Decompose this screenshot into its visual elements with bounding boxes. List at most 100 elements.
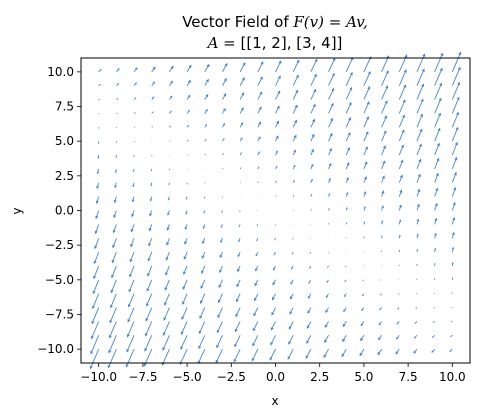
vector-arrow-shaft [310, 151, 313, 156]
vector-arrow [149, 210, 153, 217]
vector-arrow-head [395, 351, 399, 355]
vector-arrow-shaft [131, 224, 135, 230]
vector-arrow-head [400, 144, 404, 148]
vector-arrow-shaft [132, 182, 135, 186]
vector-arrow-head [275, 165, 278, 168]
vector-arrow-shaft [222, 139, 224, 142]
vector-arrow [93, 265, 100, 280]
vector-arrow-shaft [116, 98, 118, 100]
vector-arrow-head [183, 256, 187, 260]
vector-arrow-shaft [185, 224, 188, 228]
vector-arrow [398, 54, 408, 73]
vector-arrow [239, 210, 241, 213]
vector-arrow [381, 205, 384, 211]
vector-arrow-shaft [363, 148, 367, 156]
vector-arrow [125, 348, 135, 368]
vector-arrow [363, 101, 370, 114]
vector-arrow [220, 224, 223, 229]
vector-arrow-head [402, 114, 405, 118]
vector-arrow-shaft [275, 77, 280, 86]
vector-arrow-shaft [397, 321, 400, 324]
vector-arrow-head [188, 64, 192, 69]
vector-arrow-head [128, 303, 131, 308]
vector-arrow-shaft [127, 335, 135, 350]
vector-arrow-shaft [432, 348, 435, 352]
vector-arrow-head [252, 327, 256, 332]
vector-arrow-shaft [116, 69, 119, 73]
vector-arrow [222, 107, 226, 114]
vector-arrow-head [309, 267, 311, 269]
vector-arrow [310, 163, 314, 170]
vector-arrow-head [433, 292, 435, 294]
vector-arrow-shaft [238, 265, 241, 270]
vector-arrow [94, 238, 100, 250]
vector-arrow [186, 79, 191, 86]
vector-arrow-head [398, 234, 401, 237]
vector-arrow [181, 307, 188, 320]
vector-arrow [147, 251, 153, 262]
vector-arrow-shaft [272, 307, 276, 313]
vector-arrow-shaft [398, 177, 402, 183]
vector-arrow [397, 293, 400, 295]
vector-arrow [398, 84, 407, 100]
vector-arrow-head [112, 244, 116, 249]
vector-arrow-shaft [97, 182, 100, 187]
vector-arrow [308, 279, 312, 284]
vector-arrow [199, 307, 206, 320]
vector-arrow [288, 335, 294, 345]
vector-arrow-shaft [275, 93, 280, 100]
vector-arrow-shaft [434, 115, 440, 128]
vector-arrow [379, 307, 382, 311]
vector-arrow-head [293, 134, 297, 139]
vector-arrow-shaft [130, 251, 135, 260]
vector-arrow [215, 348, 223, 364]
vector-arrow [363, 131, 369, 142]
vector-arrow-head [416, 233, 419, 236]
vector-arrow-head [127, 318, 131, 323]
vector-arrow [186, 109, 190, 114]
vector-arrow-head [134, 127, 136, 128]
vector-arrow [342, 321, 347, 328]
vector-arrow [269, 348, 276, 361]
vector-arrow [343, 293, 347, 298]
vector-arrow-head [169, 110, 172, 113]
vector-arrow-head [235, 313, 239, 318]
vector-arrow-head [92, 305, 96, 310]
vector-arrow-head [363, 176, 367, 180]
vector-arrow-head [434, 202, 438, 207]
vector-arrow [416, 98, 424, 114]
vector-arrow [450, 320, 453, 323]
vector-arrow-shaft [381, 207, 383, 211]
vector-arrow-shaft [165, 293, 170, 304]
vector-arrow [398, 159, 404, 170]
vector-arrow [96, 182, 100, 190]
vector-arrow [204, 108, 208, 114]
vector-arrow-shaft [289, 335, 294, 343]
vector-arrow-head [416, 218, 420, 222]
vector-arrow-shaft [181, 321, 188, 333]
vector-arrow-head [381, 175, 385, 179]
vector-arrow-head [416, 248, 419, 251]
vector-arrow-head [346, 176, 349, 181]
vector-arrow-head [274, 239, 276, 241]
vector-arrow-shaft [381, 163, 385, 170]
vector-arrow-shaft [222, 124, 225, 128]
vector-arrow-shaft [98, 69, 101, 73]
vector-arrow-shaft [416, 161, 421, 170]
vector-arrow-head [273, 267, 276, 271]
vector-arrow [397, 307, 400, 310]
vector-arrow [113, 196, 117, 204]
vector-arrow [186, 182, 188, 185]
vector-arrow-shaft [201, 279, 206, 287]
vector-arrow-head [223, 92, 227, 97]
vector-arrow [325, 293, 329, 299]
vector-arrow-head [198, 345, 202, 350]
vector-arrow-shaft [378, 348, 382, 354]
vector-arrow [115, 141, 118, 144]
vector-arrow [451, 111, 459, 128]
vector-arrow-shaft [343, 321, 347, 325]
vector-arrow [151, 111, 154, 114]
vector-arrow [270, 321, 276, 331]
vector-arrow-shaft [186, 140, 189, 142]
vector-arrow-shaft [292, 122, 296, 128]
